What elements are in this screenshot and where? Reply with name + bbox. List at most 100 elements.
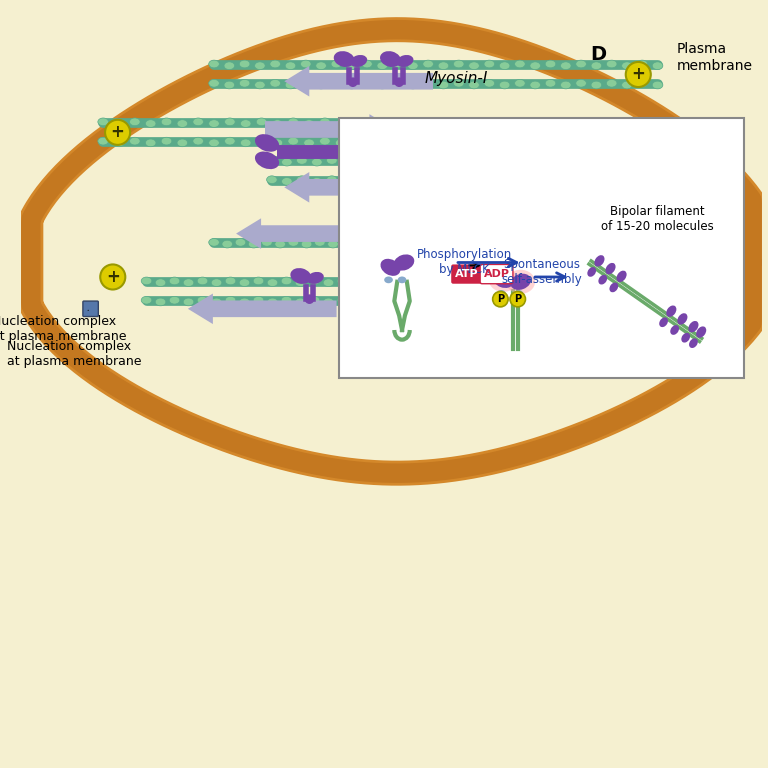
Ellipse shape [240, 60, 250, 68]
Ellipse shape [343, 268, 364, 284]
Ellipse shape [224, 81, 234, 89]
Ellipse shape [435, 298, 445, 306]
Ellipse shape [161, 118, 172, 126]
Ellipse shape [356, 157, 367, 164]
Ellipse shape [272, 120, 283, 127]
Circle shape [394, 78, 404, 87]
Ellipse shape [240, 120, 251, 127]
Ellipse shape [681, 333, 690, 343]
Ellipse shape [507, 176, 517, 184]
Ellipse shape [409, 134, 433, 152]
Text: P: P [497, 294, 504, 304]
Ellipse shape [446, 157, 457, 164]
Ellipse shape [288, 239, 299, 247]
Ellipse shape [270, 79, 280, 87]
Ellipse shape [312, 177, 322, 185]
Circle shape [492, 291, 508, 307]
Ellipse shape [453, 60, 464, 68]
Ellipse shape [224, 137, 235, 145]
Ellipse shape [449, 277, 460, 285]
Ellipse shape [499, 81, 510, 89]
Ellipse shape [300, 79, 311, 87]
Ellipse shape [346, 62, 357, 70]
Ellipse shape [386, 176, 397, 184]
Text: C: C [634, 151, 648, 170]
Ellipse shape [689, 338, 698, 348]
Ellipse shape [415, 118, 425, 126]
Ellipse shape [610, 283, 618, 293]
Ellipse shape [209, 79, 220, 87]
Ellipse shape [98, 137, 108, 145]
Ellipse shape [552, 239, 563, 247]
Ellipse shape [497, 290, 505, 296]
Circle shape [101, 264, 125, 290]
Ellipse shape [435, 279, 445, 286]
Ellipse shape [515, 60, 525, 68]
Text: Nucleation complex
at plasma membrane: Nucleation complex at plasma membrane [0, 310, 127, 343]
Ellipse shape [267, 279, 278, 286]
Ellipse shape [141, 277, 152, 285]
Ellipse shape [288, 118, 299, 126]
Ellipse shape [155, 298, 166, 306]
Ellipse shape [671, 177, 682, 185]
Ellipse shape [399, 120, 409, 127]
Ellipse shape [295, 279, 306, 286]
Ellipse shape [477, 176, 487, 184]
Ellipse shape [296, 176, 307, 184]
Ellipse shape [491, 298, 502, 306]
Ellipse shape [605, 263, 616, 274]
Ellipse shape [169, 277, 180, 285]
Circle shape [431, 185, 518, 272]
Circle shape [626, 62, 650, 87]
Ellipse shape [394, 254, 414, 270]
Text: Nucleation complex
at plasma membrane: Nucleation complex at plasma membrane [7, 339, 141, 368]
Ellipse shape [365, 296, 376, 304]
Ellipse shape [285, 62, 296, 70]
Ellipse shape [637, 79, 647, 87]
Ellipse shape [177, 120, 187, 127]
Ellipse shape [381, 240, 391, 248]
Ellipse shape [671, 240, 682, 248]
Ellipse shape [235, 239, 246, 247]
Ellipse shape [446, 176, 457, 184]
Text: P: P [515, 294, 521, 304]
Ellipse shape [281, 296, 292, 304]
Ellipse shape [301, 240, 312, 248]
Ellipse shape [141, 296, 152, 304]
Ellipse shape [331, 79, 342, 87]
Ellipse shape [275, 240, 286, 248]
Ellipse shape [316, 81, 326, 89]
Ellipse shape [351, 118, 362, 126]
Ellipse shape [114, 139, 124, 147]
Ellipse shape [407, 298, 418, 306]
Ellipse shape [447, 239, 457, 247]
Ellipse shape [605, 239, 616, 247]
Ellipse shape [521, 177, 532, 185]
Ellipse shape [591, 62, 601, 70]
Ellipse shape [377, 81, 388, 89]
Ellipse shape [319, 137, 330, 145]
Ellipse shape [319, 118, 330, 126]
Ellipse shape [598, 275, 607, 284]
Ellipse shape [300, 60, 311, 68]
Text: +: + [540, 283, 554, 300]
Ellipse shape [621, 62, 632, 70]
Ellipse shape [342, 177, 353, 185]
Ellipse shape [383, 137, 393, 145]
Ellipse shape [575, 298, 586, 306]
Ellipse shape [396, 55, 413, 67]
Ellipse shape [372, 177, 382, 185]
Ellipse shape [407, 279, 418, 286]
FancyBboxPatch shape [480, 264, 513, 283]
Ellipse shape [255, 134, 279, 152]
Ellipse shape [365, 277, 376, 285]
Ellipse shape [359, 272, 377, 284]
Polygon shape [31, 30, 752, 473]
Ellipse shape [645, 240, 656, 248]
Text: Bipolar filament
of 15-20 molecules: Bipolar filament of 15-20 molecules [601, 204, 714, 233]
Ellipse shape [432, 177, 442, 185]
Ellipse shape [659, 317, 668, 327]
Ellipse shape [323, 298, 334, 306]
Ellipse shape [632, 239, 643, 247]
Ellipse shape [492, 177, 502, 185]
